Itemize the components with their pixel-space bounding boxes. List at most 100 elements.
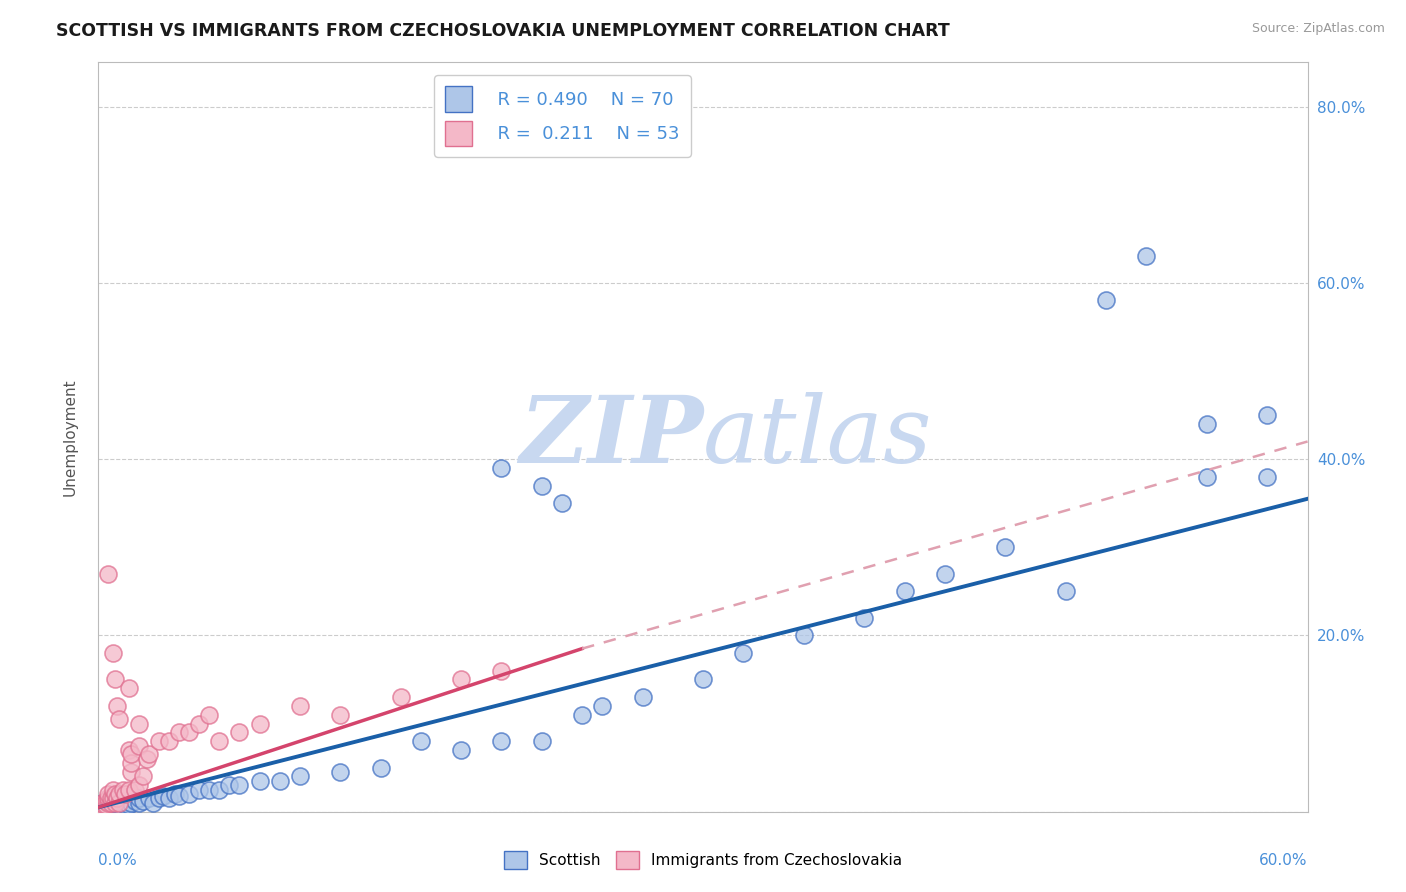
Point — [111, 796, 134, 810]
Point — [793, 628, 815, 642]
Point — [893, 584, 915, 599]
Point — [128, 796, 150, 810]
Point — [100, 796, 122, 810]
Point — [329, 707, 352, 722]
Point — [249, 773, 271, 788]
Point — [288, 698, 311, 713]
Point — [115, 796, 138, 810]
Point — [103, 796, 125, 810]
Point — [491, 734, 513, 748]
Point — [1054, 584, 1077, 599]
Point — [1256, 469, 1278, 483]
Point — [132, 794, 155, 808]
Point — [93, 797, 115, 812]
Point — [91, 800, 114, 814]
Point — [89, 800, 111, 814]
Point — [152, 789, 174, 803]
Point — [100, 800, 122, 814]
Point — [1195, 469, 1218, 483]
Point — [157, 791, 180, 805]
Point — [530, 734, 553, 748]
Point — [93, 797, 115, 812]
Point — [288, 769, 311, 783]
Point — [105, 698, 128, 713]
Point — [370, 761, 392, 775]
Point — [105, 797, 128, 812]
Point — [89, 800, 111, 814]
Point — [249, 716, 271, 731]
Point — [118, 797, 141, 812]
Point — [167, 725, 190, 739]
Point — [97, 787, 120, 801]
Point — [96, 797, 118, 812]
Point — [101, 797, 124, 812]
Point — [89, 797, 111, 812]
Point — [124, 782, 146, 797]
Point — [142, 796, 165, 810]
Point — [631, 690, 654, 705]
Point — [208, 782, 231, 797]
Point — [107, 712, 129, 726]
Legend:   R = 0.490    N = 70,   R =  0.211    N = 53: R = 0.490 N = 70, R = 0.211 N = 53 — [434, 75, 690, 157]
Point — [128, 716, 150, 731]
Point — [167, 789, 190, 803]
Point — [1095, 293, 1118, 308]
Point — [97, 796, 120, 810]
Point — [389, 690, 412, 705]
Point — [120, 756, 142, 771]
Point — [114, 797, 136, 812]
Point — [198, 782, 221, 797]
Point — [148, 791, 170, 805]
Point — [118, 743, 141, 757]
Point — [91, 800, 114, 814]
Text: atlas: atlas — [703, 392, 932, 482]
Point — [118, 782, 141, 797]
Point — [1256, 408, 1278, 422]
Point — [450, 743, 472, 757]
Point — [103, 673, 125, 687]
Text: SCOTTISH VS IMMIGRANTS FROM CZECHOSLOVAKIA UNEMPLOYMENT CORRELATION CHART: SCOTTISH VS IMMIGRANTS FROM CZECHOSLOVAK… — [56, 22, 950, 40]
Point — [96, 794, 118, 808]
Point — [97, 800, 120, 814]
Y-axis label: Unemployment: Unemployment — [63, 378, 77, 496]
Point — [107, 797, 129, 812]
Point — [148, 734, 170, 748]
Point — [111, 782, 134, 797]
Point — [551, 496, 574, 510]
Point — [120, 765, 142, 780]
Point — [105, 791, 128, 805]
Point — [97, 796, 120, 810]
Point — [491, 461, 513, 475]
Point — [853, 611, 876, 625]
Point — [120, 796, 142, 810]
Point — [97, 791, 120, 805]
Point — [135, 752, 157, 766]
Point — [138, 791, 160, 805]
Point — [591, 698, 613, 713]
Point — [91, 796, 114, 810]
Point — [491, 664, 513, 678]
Point — [107, 787, 129, 801]
Point — [198, 707, 221, 722]
Point — [107, 796, 129, 810]
Point — [934, 566, 956, 581]
Point — [91, 796, 114, 810]
Point — [89, 797, 111, 812]
Point — [269, 773, 291, 788]
Text: Source: ZipAtlas.com: Source: ZipAtlas.com — [1251, 22, 1385, 36]
Legend: Scottish, Immigrants from Czechoslovakia: Scottish, Immigrants from Czechoslovakia — [498, 845, 908, 875]
Point — [101, 794, 124, 808]
Point — [132, 769, 155, 783]
Point — [114, 787, 136, 801]
Point — [228, 778, 250, 792]
Point — [103, 796, 125, 810]
Point — [188, 716, 211, 731]
Point — [96, 796, 118, 810]
Point — [530, 478, 553, 492]
Point — [128, 791, 150, 805]
Point — [103, 787, 125, 801]
Point — [1195, 417, 1218, 431]
Point — [120, 747, 142, 762]
Point — [733, 646, 755, 660]
Point — [409, 734, 432, 748]
